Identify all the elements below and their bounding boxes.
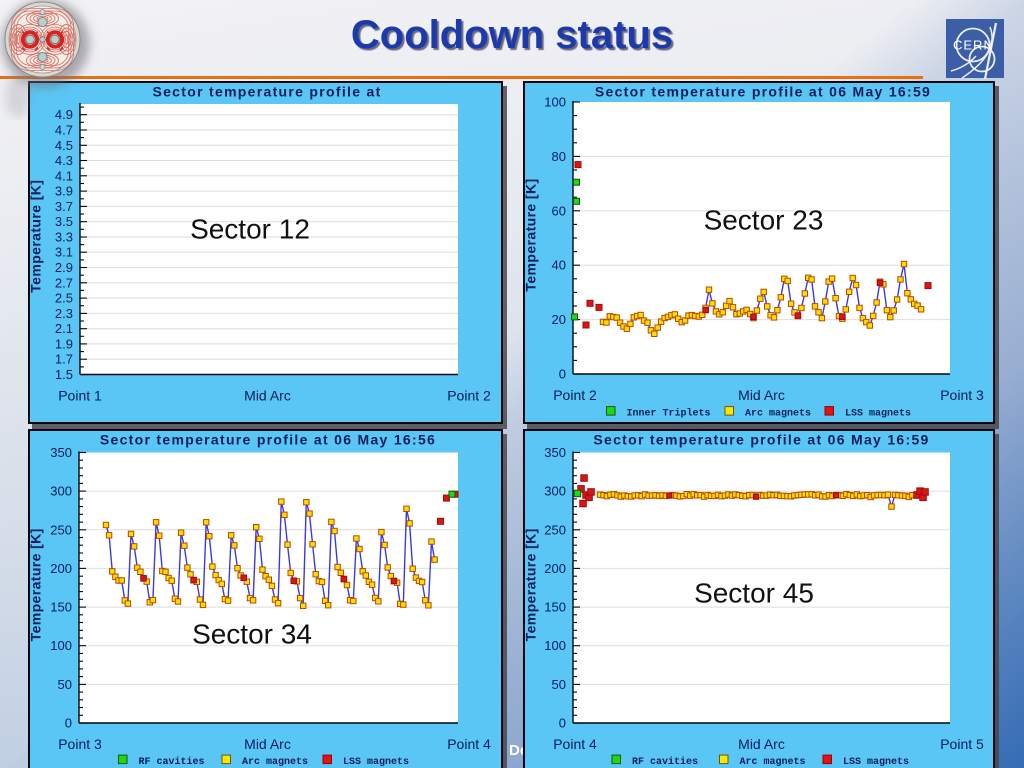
- svg-text:50: 50: [58, 677, 72, 692]
- svg-text:2.7: 2.7: [55, 275, 73, 290]
- svg-text:4.5: 4.5: [55, 138, 73, 153]
- svg-text:1.7: 1.7: [55, 352, 73, 367]
- svg-text:150: 150: [544, 600, 566, 615]
- svg-text:Point 5: Point 5: [940, 736, 984, 752]
- svg-text:60: 60: [552, 203, 566, 218]
- svg-text:RF cavities: RF cavities: [139, 756, 205, 768]
- svg-text:20: 20: [552, 312, 566, 327]
- svg-text:Temperature [K]: Temperature [K]: [28, 528, 44, 641]
- svg-text:100: 100: [544, 95, 566, 110]
- svg-text:1.5: 1.5: [55, 367, 73, 382]
- svg-text:80: 80: [552, 149, 566, 164]
- svg-text:2.5: 2.5: [55, 291, 73, 306]
- svg-text:250: 250: [544, 522, 566, 537]
- svg-text:3.7: 3.7: [55, 199, 73, 214]
- svg-text:Arc magnets: Arc magnets: [745, 409, 811, 420]
- svg-text:Temperature [K]: Temperature [K]: [28, 180, 44, 293]
- svg-text:100: 100: [544, 638, 566, 653]
- svg-text:Sector temperature profile at: Sector temperature profile at 06 May 16:…: [100, 432, 436, 448]
- svg-text:Point 1: Point 1: [58, 388, 102, 404]
- svg-text:0: 0: [559, 716, 566, 731]
- svg-text:Point 3: Point 3: [58, 736, 102, 752]
- svg-text:2.3: 2.3: [55, 306, 73, 321]
- svg-text:LSS magnets: LSS magnets: [343, 757, 409, 768]
- svg-text:LSS magnets: LSS magnets: [845, 409, 911, 420]
- svg-text:150: 150: [50, 600, 72, 615]
- svg-text:300: 300: [50, 484, 72, 499]
- svg-text:3.1: 3.1: [55, 245, 73, 260]
- svg-text:Sector 45: Sector 45: [694, 578, 814, 609]
- svg-text:350: 350: [50, 445, 72, 460]
- svg-text:4.3: 4.3: [55, 153, 73, 168]
- svg-text:3.3: 3.3: [55, 230, 73, 245]
- svg-text:Inner Triplets: Inner Triplets: [627, 408, 711, 420]
- svg-text:CERN: CERN: [953, 38, 994, 53]
- svg-text:Mid Arc: Mid Arc: [244, 736, 291, 752]
- svg-text:Point 4: Point 4: [553, 736, 597, 752]
- svg-text:100: 100: [50, 638, 72, 653]
- svg-text:Point 3: Point 3: [940, 387, 984, 403]
- svg-text:Point 2: Point 2: [447, 388, 491, 404]
- svg-text:350: 350: [544, 445, 566, 460]
- svg-text:3.9: 3.9: [55, 184, 73, 199]
- svg-text:300: 300: [544, 484, 566, 499]
- svg-text:Sector 12: Sector 12: [190, 214, 310, 245]
- svg-text:2.9: 2.9: [55, 260, 73, 275]
- svg-text:Temperature [K]: Temperature [K]: [523, 178, 539, 291]
- svg-text:200: 200: [50, 561, 72, 576]
- svg-text:Arc magnets: Arc magnets: [740, 757, 806, 768]
- svg-text:250: 250: [50, 522, 72, 537]
- svg-text:Point 4: Point 4: [447, 736, 491, 752]
- svg-text:Mid Arc: Mid Arc: [244, 388, 291, 404]
- svg-text:1.9: 1.9: [55, 336, 73, 351]
- svg-text:3.5: 3.5: [55, 214, 73, 229]
- svg-text:Sector temperature profile at: Sector temperature profile at 06 May 16:…: [595, 84, 931, 100]
- svg-text:RF cavities: RF cavities: [632, 756, 698, 768]
- svg-text:4.1: 4.1: [55, 168, 73, 183]
- svg-text:Sector 23: Sector 23: [704, 205, 824, 236]
- svg-text:4.7: 4.7: [55, 123, 73, 138]
- svg-text:4.9: 4.9: [55, 107, 73, 122]
- svg-text:2.1: 2.1: [55, 321, 73, 336]
- svg-text:Sector 34: Sector 34: [192, 619, 312, 650]
- svg-text:Sector temperature profile at: Sector temperature profile at: [152, 84, 381, 100]
- svg-text:200: 200: [544, 561, 566, 576]
- svg-text:Point 2: Point 2: [553, 387, 597, 403]
- svg-text:Arc magnets: Arc magnets: [242, 757, 308, 768]
- svg-text:Temperature [K]: Temperature [K]: [523, 528, 539, 641]
- svg-text:Mid Arc: Mid Arc: [738, 387, 785, 403]
- svg-text:40: 40: [552, 258, 566, 273]
- svg-text:50: 50: [552, 677, 566, 692]
- svg-text:LSS magnets: LSS magnets: [843, 757, 909, 768]
- svg-text:Sector temperature profile at: Sector temperature profile at 06 May 16:…: [593, 432, 929, 448]
- svg-text:0: 0: [65, 716, 72, 731]
- svg-text:Mid Arc: Mid Arc: [738, 736, 785, 752]
- svg-text:0: 0: [559, 367, 566, 382]
